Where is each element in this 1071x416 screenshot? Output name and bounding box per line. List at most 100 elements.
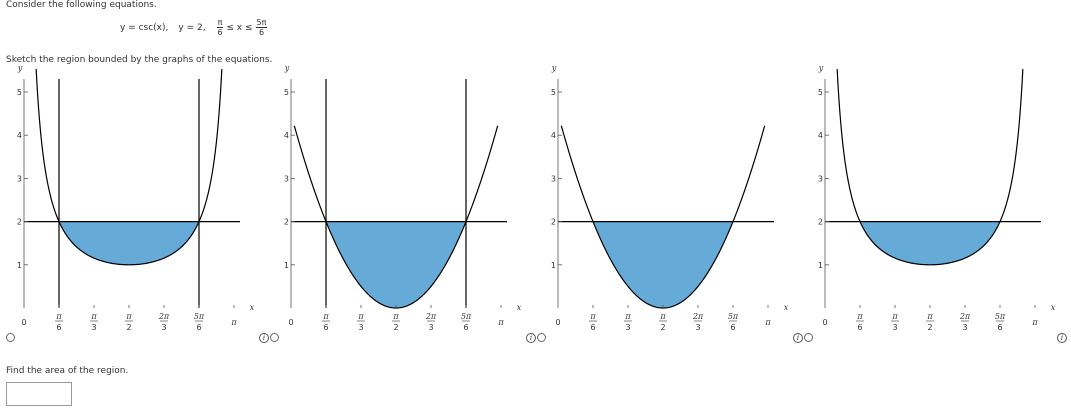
y-tick-label: 5 xyxy=(17,88,22,97)
x-tick-label-num: 2π xyxy=(158,312,170,321)
info-icon[interactable]: i xyxy=(259,333,269,343)
y-tick-label: 1 xyxy=(17,261,22,270)
y-axis-label: y xyxy=(284,63,290,72)
x-tick-label-den: 3 xyxy=(695,323,700,332)
origin-label: 0 xyxy=(288,318,293,327)
shaded-region xyxy=(59,221,199,265)
x-end-label: π xyxy=(1031,318,1038,327)
x-axis-label: x xyxy=(517,303,522,312)
x-tick-label-den: 6 xyxy=(997,323,1002,332)
x-tick-label-den: 3 xyxy=(358,323,363,332)
x-tick-label-den: 3 xyxy=(161,323,166,332)
equation-2: y = 2, xyxy=(178,22,206,33)
origin-label: 0 xyxy=(822,318,827,327)
graph-option-1: y 1 2 3 4 5 π 6 π 3 π 2 2π 3 5π 6 0 π x xyxy=(0,63,265,350)
x-tick-label-num: π xyxy=(322,312,329,321)
info-icon[interactable]: i xyxy=(1057,333,1067,343)
y-tick-label: 4 xyxy=(551,131,556,140)
equations: y = csc(x), y = 2, π 6 ≤ x ≤ 5π 6 xyxy=(120,18,268,37)
find-area-prompt: Find the area of the region. xyxy=(6,366,129,376)
graph-option-4: y 1 2 3 4 5 π 6 π 3 π 2 2π 3 5π 6 0 π x xyxy=(801,63,1066,350)
y-tick-label: 5 xyxy=(551,88,556,97)
y-tick-label: 1 xyxy=(818,261,823,270)
y-tick-label: 2 xyxy=(17,218,22,227)
inequality-left-fraction: π 6 xyxy=(216,18,224,37)
info-icon[interactable]: i xyxy=(526,333,536,343)
x-tick-label-den: 6 xyxy=(463,323,468,332)
y-tick-label: 5 xyxy=(818,88,823,97)
x-tick-label-num: 2π xyxy=(425,312,437,321)
info-icon[interactable]: i xyxy=(793,333,803,343)
radio-option-4[interactable] xyxy=(804,333,813,342)
x-tick-label-num: 2π xyxy=(692,312,704,321)
radio-option-3[interactable] xyxy=(537,333,546,342)
y-tick-label: 2 xyxy=(818,218,823,227)
y-tick-label: 4 xyxy=(284,131,289,140)
x-tick-label-num: 5π xyxy=(728,312,739,321)
x-tick-label-num: π xyxy=(891,312,898,321)
x-tick-label-den: 6 xyxy=(196,323,201,332)
y-tick-label: 3 xyxy=(551,174,556,183)
y-tick-label: 4 xyxy=(17,131,22,140)
y-tick-label: 3 xyxy=(17,174,22,183)
x-tick-label-num: π xyxy=(392,312,399,321)
x-tick-label-num: π xyxy=(856,312,863,321)
equation-1: y = csc(x), xyxy=(120,22,169,33)
x-tick-label-den: 3 xyxy=(625,323,630,332)
x-end-label: π xyxy=(497,318,504,327)
x-tick-label-num: 2π xyxy=(959,312,971,321)
y-tick-label: 4 xyxy=(818,131,823,140)
y-tick-label: 2 xyxy=(284,218,289,227)
x-tick-label-den: 3 xyxy=(91,323,96,332)
radio-option-2[interactable] xyxy=(270,333,279,342)
x-tick-label-num: π xyxy=(589,312,596,321)
radio-option-1[interactable] xyxy=(6,333,15,342)
y-tick-label: 2 xyxy=(551,218,556,227)
x-tick-label-den: 2 xyxy=(927,323,932,332)
graph-option-2: y 1 2 3 4 5 π 6 π 3 π 2 2π 3 5π 6 0 π x xyxy=(267,63,532,350)
y-tick-label: 1 xyxy=(551,261,556,270)
x-tick-label-den: 3 xyxy=(428,323,433,332)
inequality: π 6 ≤ x ≤ 5π 6 xyxy=(216,18,269,37)
x-tick-label-den: 6 xyxy=(590,323,595,332)
curve xyxy=(35,69,223,266)
x-tick-label-num: π xyxy=(926,312,933,321)
x-end-label: π xyxy=(764,318,771,327)
y-tick-label: 3 xyxy=(818,174,823,183)
x-tick-label-den: 6 xyxy=(857,323,862,332)
inequality-right-fraction: 5π 6 xyxy=(255,18,268,37)
curve xyxy=(836,69,1024,266)
sketch-instruction: Sketch the region bounded by the graphs … xyxy=(6,55,273,65)
x-tick-label-num: 5π xyxy=(995,312,1006,321)
x-tick-label-den: 6 xyxy=(730,323,735,332)
x-axis-label: x xyxy=(250,303,255,312)
shaded-region xyxy=(860,221,1000,265)
y-axis-label: y xyxy=(17,63,23,72)
x-tick-label-den: 2 xyxy=(660,323,665,332)
x-tick-label-den: 2 xyxy=(126,323,131,332)
y-tick-label: 3 xyxy=(284,174,289,183)
x-tick-label-num: π xyxy=(624,312,631,321)
origin-label: 0 xyxy=(555,318,560,327)
x-axis-label: x xyxy=(1051,303,1056,312)
x-tick-label-num: π xyxy=(357,312,364,321)
x-tick-label-num: 5π xyxy=(461,312,472,321)
x-axis-label: x xyxy=(784,303,789,312)
x-tick-label-den: 2 xyxy=(393,323,398,332)
inequality-mid: ≤ x ≤ xyxy=(226,22,253,33)
x-tick-label-den: 6 xyxy=(56,323,61,332)
x-tick-label-num: 5π xyxy=(194,312,205,321)
y-tick-label: 1 xyxy=(284,261,289,270)
x-tick-label-num: π xyxy=(55,312,62,321)
x-tick-label-den: 3 xyxy=(962,323,967,332)
graph-option-3: y 1 2 3 4 5 π 6 π 3 π 2 2π 3 5π 6 0 π x xyxy=(534,63,799,350)
y-axis-label: y xyxy=(551,63,557,72)
area-answer-input[interactable] xyxy=(6,382,72,406)
x-tick-label-num: π xyxy=(125,312,132,321)
x-tick-label-num: π xyxy=(90,312,97,321)
origin-label: 0 xyxy=(21,318,26,327)
